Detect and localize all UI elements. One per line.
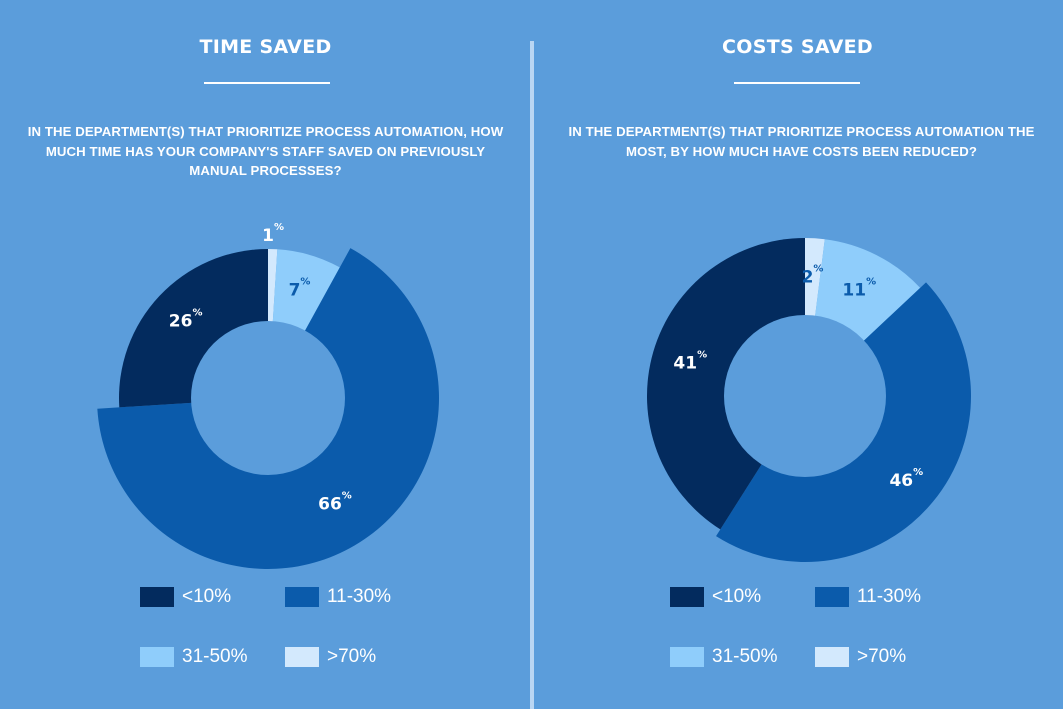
- legend-swatch: [815, 647, 849, 667]
- slice-data-label: 11%: [842, 276, 876, 301]
- slice-data-label: 7%: [289, 276, 311, 301]
- survey-question: IN THE DEPARTMENT(S) THAT PRIORITIZE PRO…: [27, 124, 504, 178]
- legend-label: >70%: [327, 646, 377, 667]
- slice-data-label: 26%: [169, 307, 203, 332]
- legend-item: >70%: [285, 646, 376, 668]
- legend-item: 11-30%: [285, 586, 391, 608]
- legend-label: 31-50%: [182, 646, 248, 667]
- legend-swatch: [670, 587, 704, 607]
- donut-hole: [724, 315, 886, 477]
- legend-item: 31-50%: [140, 646, 248, 668]
- costs-saved-donut-chart: 2% 11% 46% 41%: [647, 238, 971, 563]
- legend-swatch: [285, 587, 319, 607]
- time-saved-donut-chart: 1% 7% 66% 26%: [97, 222, 439, 569]
- legend-item: <10%: [670, 586, 761, 608]
- legend-swatch: [670, 647, 704, 667]
- panel-title: TIME SAVED: [199, 36, 332, 58]
- legend-item: 11-30%: [815, 586, 921, 608]
- legend-label: 11-30%: [857, 586, 922, 607]
- slice-data-label: 2%: [802, 263, 824, 288]
- slice-data-label: 41%: [673, 349, 707, 374]
- legend-item: <10%: [140, 586, 231, 608]
- legend-label: <10%: [182, 586, 232, 607]
- slice-data-label: 46%: [889, 466, 923, 491]
- title-underline: [204, 82, 330, 84]
- legend: <10% 11-30% 31-50% >70%: [670, 586, 970, 676]
- legend-item: >70%: [815, 646, 906, 668]
- legend-label: 31-50%: [712, 646, 778, 667]
- legend-item: 31-50%: [670, 646, 778, 668]
- slice-data-label: 1%: [262, 222, 284, 247]
- panel-title: COSTS SAVED: [722, 36, 873, 58]
- survey-question: IN THE DEPARTMENT(S) THAT PRIORITIZE PRO…: [568, 124, 1035, 159]
- legend-label: >70%: [857, 646, 907, 667]
- donut-hole: [191, 321, 345, 475]
- legend-swatch: [140, 647, 174, 667]
- legend-swatch: [285, 647, 319, 667]
- costs-saved-panel: COSTS SAVED IN THE DEPARTMENT(S) THAT PR…: [532, 0, 1063, 709]
- legend-swatch: [140, 587, 174, 607]
- legend: <10% 11-30% 31-50% >70%: [140, 586, 440, 676]
- legend-swatch: [815, 587, 849, 607]
- legend-label: 11-30%: [327, 586, 392, 607]
- slice-data-label: 66%: [318, 490, 352, 515]
- legend-label: <10%: [712, 586, 762, 607]
- title-underline: [734, 82, 860, 84]
- panel-divider: [530, 41, 534, 709]
- time-saved-panel: TIME SAVED IN THE DEPARTMENT(S) THAT PRI…: [0, 0, 531, 709]
